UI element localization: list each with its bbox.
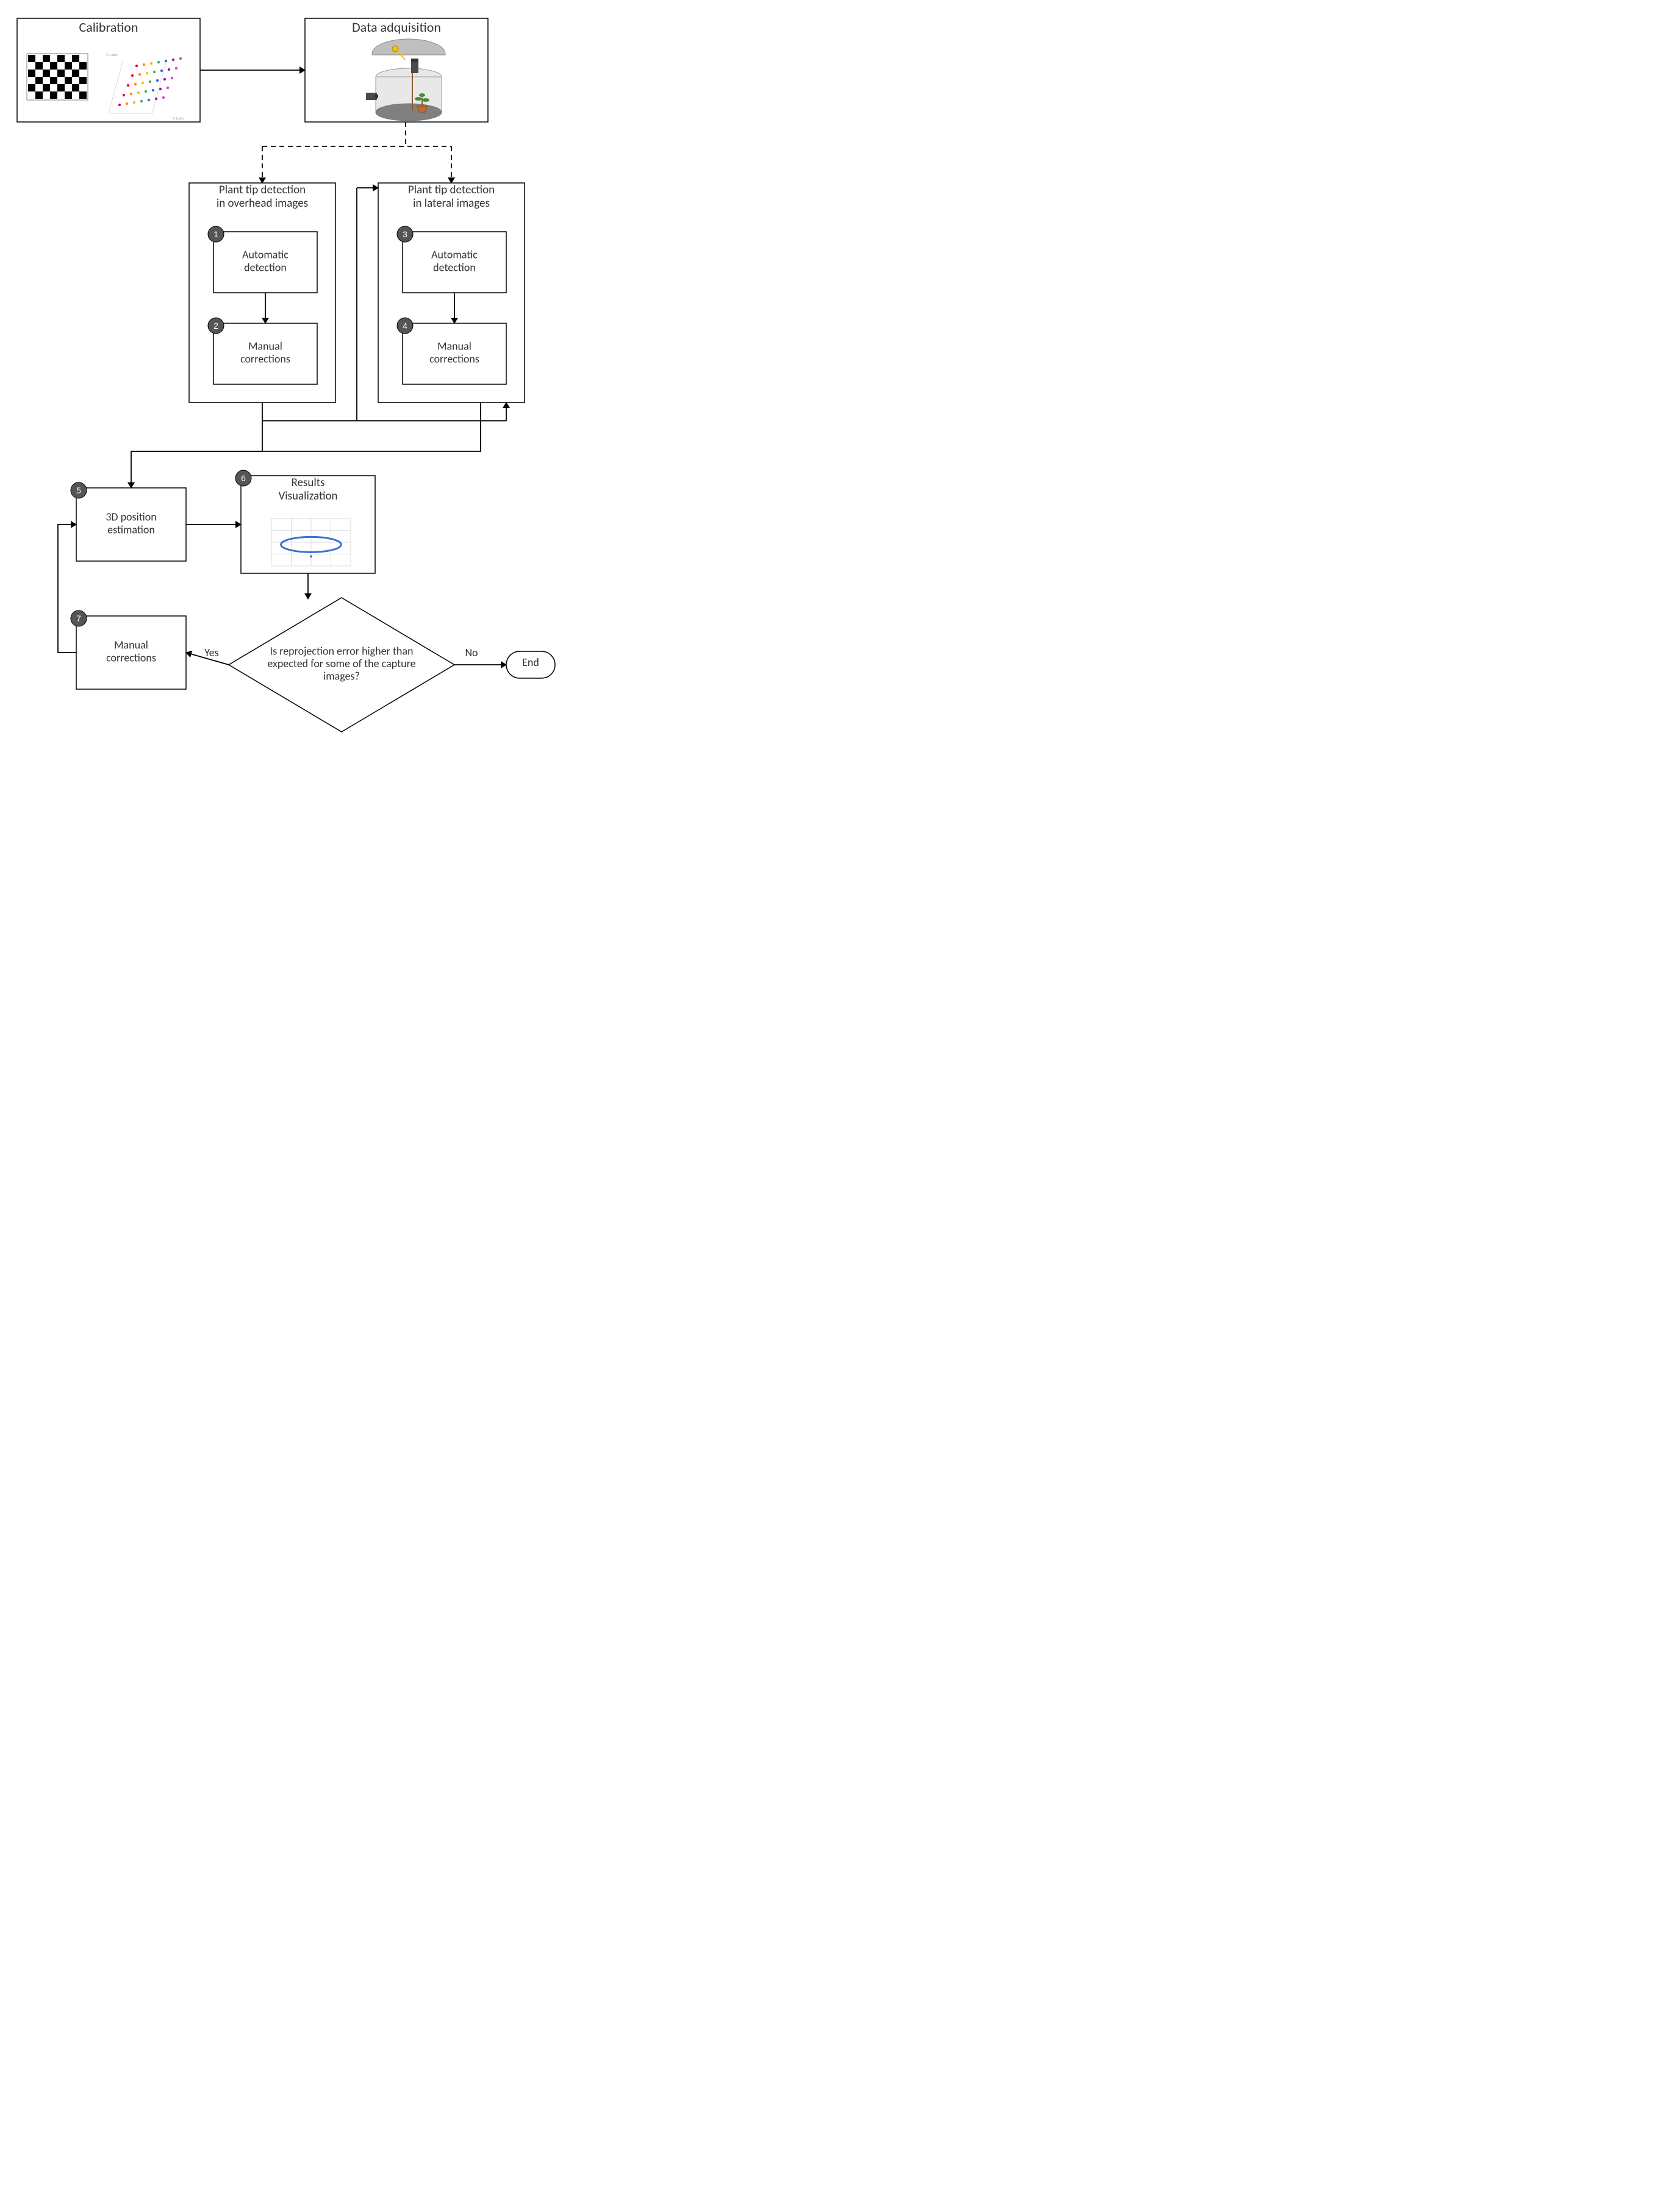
svg-text:2: 2 [213,321,218,331]
svg-text:No: No [465,646,478,659]
svg-text:expected for some of the captu: expected for some of the capture [267,657,415,670]
svg-text:Z Label: Z Label [106,54,118,57]
svg-text:X Label: X Label [173,117,185,121]
svg-text:in overhead images: in overhead images [217,196,308,210]
pos3d-box: 3D positionestimation 5 [71,482,186,561]
svg-text:estimation: estimation [107,523,155,536]
svg-text:5: 5 [76,485,81,495]
calibration-box: Calibration X Label Z Label [17,18,200,122]
acquisition-box: Data adquisition [305,18,488,122]
svg-text:Visualization: Visualization [278,489,337,503]
arrow [131,403,481,488]
step-badge-1: 1 [208,226,224,242]
svg-text:3D position: 3D position [106,510,156,524]
step-badge-2: 2 [208,318,224,334]
step-badge-3: 3 [397,226,413,242]
decision-diamond: Is reprojection error higher thanexpecte… [229,598,454,732]
svg-text:End: End [522,656,539,669]
svg-text:3: 3 [403,229,407,239]
svg-text:Yes: Yes [204,646,218,659]
end-node: End [506,651,555,678]
step-badge-4: 4 [397,318,413,334]
checkerboard-icon [27,54,88,100]
svg-text:corrections: corrections [106,651,156,664]
lateral-auto-box: Automaticdetection 3 [397,226,506,293]
svg-text:Plant tip detection: Plant tip detection [219,183,306,197]
svg-text:Results: Results [291,476,324,490]
step-badge-7: 7 [71,610,87,626]
svg-text:Manual: Manual [437,340,471,353]
svg-text:Manual: Manual [248,340,282,353]
svg-text:in lateral images: in lateral images [413,196,490,210]
svg-text:1: 1 [213,229,218,239]
svg-text:Manual: Manual [114,639,148,652]
step-badge-5: 5 [71,482,87,498]
lateral-manual-box: Manualcorrections 4 [397,318,506,384]
arrow [58,524,76,653]
svg-text:6: 6 [241,473,246,483]
svg-text:images?: images? [323,670,360,683]
svg-text:Calibration: Calibration [79,19,138,35]
svg-text:Is reprojection error higher t: Is reprojection error higher than [270,644,414,657]
chamber-icon [366,39,445,121]
svg-text:Automatic: Automatic [431,248,478,262]
svg-text:detection: detection [433,260,476,274]
results-box: ResultsVisualization 6 [235,470,375,573]
svg-text:Plant tip detection: Plant tip detection [408,183,495,197]
overhead-manual-box: Manualcorrections 2 [208,318,317,384]
overhead-auto-box: Automaticdetection 1 [208,226,317,293]
svg-text:Data adquisition: Data adquisition [352,19,441,35]
step-badge-6: 6 [235,470,251,486]
arrow [262,403,506,421]
svg-text:corrections: corrections [429,352,479,365]
svg-text:4: 4 [403,321,407,331]
svg-text:7: 7 [76,614,81,623]
svg-text:corrections: corrections [240,352,290,365]
results-plot-icon [271,518,351,566]
svg-text:detection: detection [244,260,287,274]
svg-text:Automatic: Automatic [242,248,289,262]
manual7-box: Manualcorrections 7 [71,610,186,689]
